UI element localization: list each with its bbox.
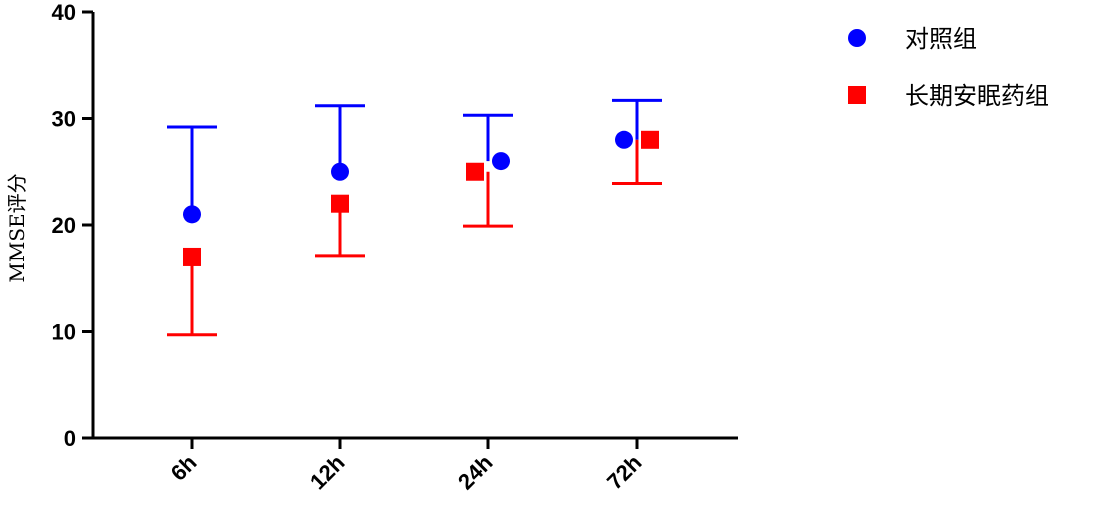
axes — [82, 10, 738, 449]
y-tick-label: 40 — [52, 0, 76, 25]
legend-label: 长期安眠药组 — [905, 82, 1049, 110]
legend-marker — [848, 29, 866, 47]
x-tick-label: 6h — [166, 450, 202, 486]
y-tick-label: 10 — [52, 320, 76, 345]
data-point — [331, 162, 349, 181]
data-point — [331, 194, 349, 213]
x-tick-labels: 6h 12h 24h 72h — [166, 450, 647, 494]
data-point — [641, 130, 659, 149]
x-tick-label: 12h — [305, 450, 349, 494]
x-tick-label: 24h — [453, 450, 497, 494]
data-point — [615, 130, 633, 149]
legend-marker — [848, 86, 866, 104]
data-point — [183, 205, 201, 224]
legend-label: 对照组 — [905, 25, 977, 53]
x-tick-label: 72h — [602, 450, 646, 494]
y-tick-label: 30 — [52, 107, 76, 132]
data-point — [492, 152, 510, 171]
data-point — [466, 162, 484, 181]
y-axis-title: MMSE评分 — [5, 173, 29, 282]
data-point — [183, 247, 201, 266]
y-tick-label: 0 — [64, 426, 76, 451]
y-tick-label: 20 — [52, 213, 76, 238]
series-1 — [167, 98, 662, 224]
series-2 — [167, 130, 662, 337]
plot-marks — [167, 98, 662, 337]
y-tick-labels: 0 10 20 30 40 — [52, 0, 76, 451]
